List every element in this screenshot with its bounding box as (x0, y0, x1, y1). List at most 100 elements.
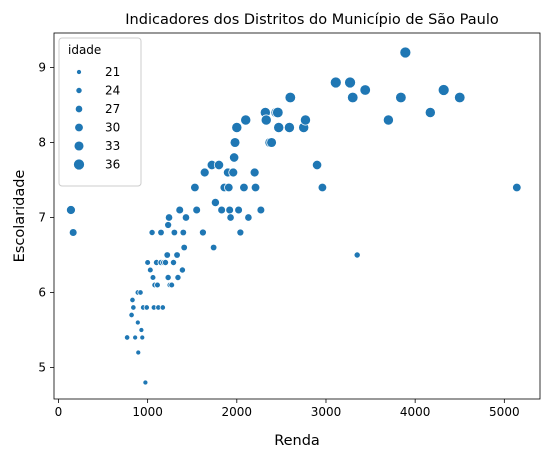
data-point (199, 167, 210, 178)
x-tick-label: 0 (55, 405, 63, 419)
data-point (157, 228, 165, 237)
data-point (138, 327, 145, 333)
data-point (311, 159, 323, 171)
legend-marker (75, 87, 83, 94)
data-point (317, 182, 328, 193)
data-point (170, 228, 179, 237)
data-point (192, 205, 201, 215)
data-point (164, 213, 174, 222)
data-point (284, 91, 296, 104)
x-tick-label: 5000 (489, 405, 520, 419)
y-tick-label: 8 (38, 136, 46, 150)
data-point (209, 243, 218, 252)
data-point (148, 229, 156, 236)
x-tick-label: 4000 (400, 405, 431, 419)
data-point (170, 259, 177, 266)
data-point (395, 91, 407, 104)
data-point (164, 221, 173, 229)
data-point (344, 76, 356, 89)
x-tick-label: 3000 (311, 405, 342, 419)
data-point (229, 137, 241, 148)
data-point (129, 296, 136, 304)
data-point (179, 228, 187, 237)
data-point (249, 167, 260, 178)
y-tick-label: 6 (38, 286, 46, 300)
data-point (250, 182, 261, 193)
legend-marker (73, 140, 85, 152)
data-point (66, 205, 76, 215)
data-point (217, 205, 226, 215)
data-point (190, 182, 200, 193)
y-tick-label: 7 (38, 211, 46, 225)
legend: idade 21 24 27 30 33 36 (58, 37, 142, 187)
data-point (283, 122, 295, 133)
legend-label: 21 (105, 65, 120, 79)
data-point (213, 159, 225, 171)
plot-frame (53, 32, 541, 400)
data-point (256, 205, 266, 215)
y-tick-label: 5 (38, 361, 46, 375)
y-axis-label: Escolaridade (12, 170, 28, 263)
data-point (231, 122, 243, 133)
legend-label: 30 (105, 121, 120, 135)
legend-label: 24 (105, 84, 120, 98)
data-point (234, 205, 243, 215)
data-point (329, 76, 342, 89)
chart-title: Indicadores dos Distritos do Município d… (125, 12, 499, 28)
data-point (266, 137, 277, 148)
x-tick-label: 1000 (132, 405, 163, 419)
data-point (178, 266, 186, 274)
data-point (512, 182, 522, 193)
data-point (154, 281, 161, 289)
data-point (273, 122, 285, 133)
data-point (244, 213, 253, 222)
data-point (175, 205, 185, 215)
data-point (299, 114, 311, 126)
data-point (228, 167, 239, 178)
data-point (137, 289, 144, 296)
legend-label: 27 (105, 102, 120, 116)
data-point (382, 114, 394, 126)
data-point (225, 205, 234, 215)
data-point (424, 107, 436, 118)
data-point (180, 243, 188, 252)
y-tick-label: 9 (38, 61, 46, 75)
data-point (163, 251, 171, 259)
data-point (124, 334, 131, 341)
data-point (139, 334, 146, 341)
data-points (66, 46, 522, 386)
data-point (260, 114, 272, 126)
data-point (224, 182, 234, 193)
data-point (359, 84, 371, 96)
data-point (149, 274, 157, 281)
y-axis: 5 6 7 8 9 (38, 61, 54, 375)
data-point (240, 114, 252, 126)
data-point (142, 379, 149, 386)
data-point (132, 334, 139, 341)
legend-box (58, 37, 142, 187)
data-point (272, 106, 284, 119)
data-point (181, 213, 191, 222)
legend-label: 36 (105, 158, 120, 172)
data-point (210, 198, 220, 207)
data-point (161, 259, 169, 266)
data-point (226, 213, 235, 222)
data-point (164, 274, 172, 281)
legend-marker (76, 69, 82, 75)
legend-marker (74, 122, 84, 133)
data-point (134, 319, 141, 326)
data-point (68, 228, 78, 237)
data-point (229, 152, 240, 163)
legend-marker (74, 104, 84, 114)
data-point (128, 311, 135, 319)
data-point (347, 91, 359, 104)
data-point (130, 304, 137, 311)
data-point (199, 228, 207, 237)
data-point (174, 274, 182, 281)
data-point (236, 228, 245, 237)
data-point (168, 281, 175, 289)
data-point (143, 304, 150, 311)
data-point (144, 259, 151, 266)
legend-label: 33 (105, 139, 120, 153)
data-point (173, 251, 181, 259)
